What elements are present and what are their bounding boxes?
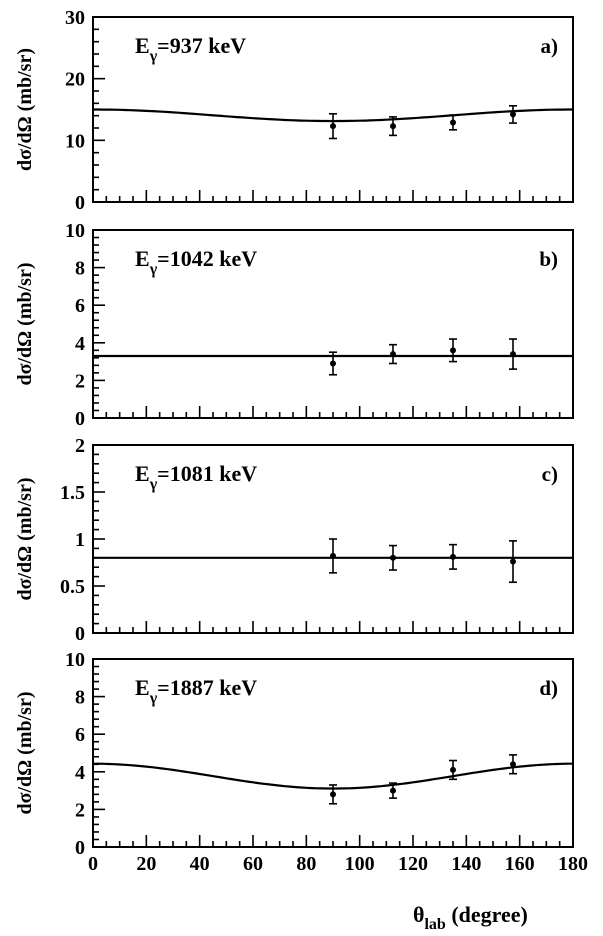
data-point bbox=[330, 552, 336, 559]
x-tick-label: 180 bbox=[558, 853, 588, 875]
energy-label-main: E bbox=[135, 33, 150, 58]
data-point bbox=[390, 351, 396, 358]
energy-label-value: =937 keV bbox=[157, 33, 246, 58]
x-tick-label: 160 bbox=[505, 853, 535, 875]
energy-label-value: =1887 keV bbox=[157, 675, 257, 700]
y-tick-label: 0 bbox=[75, 192, 85, 214]
y-tick-label: 6 bbox=[75, 724, 85, 746]
panel-a: 0 10 20 30 dσ/dΩ (mb/sr) Eγ=937 keV a) bbox=[14, 7, 574, 214]
data-point bbox=[390, 787, 396, 794]
y-tick-label: 20 bbox=[65, 69, 85, 91]
panel-c: 0 0.5 1 1.5 2 dσ/dΩ (mb/sr) Eγ=1081 keV c) bbox=[14, 435, 574, 645]
y-axis-label: dσ/dΩ (mb/sr) bbox=[14, 691, 36, 814]
x-tick-label: 100 bbox=[345, 853, 375, 875]
y-tick-label: 0 bbox=[75, 623, 85, 645]
x-tick-label: 120 bbox=[398, 853, 428, 875]
energy-label-sub: γ bbox=[149, 476, 158, 493]
x-tick-label: 0 bbox=[88, 853, 98, 875]
x-axis-tick-labels: 0 20 40 60 80 100 120 140 160 180 bbox=[88, 853, 588, 875]
y-tick-label: 1.5 bbox=[60, 482, 85, 504]
x-tick-label: 80 bbox=[296, 853, 316, 875]
data-point bbox=[450, 553, 456, 560]
x-axis-label-main: θ bbox=[413, 902, 424, 927]
y-tick-label: 0 bbox=[75, 837, 85, 859]
x-axis-label-rest: (degree) bbox=[446, 902, 528, 927]
data-point bbox=[390, 554, 396, 561]
x-tick-label: 20 bbox=[136, 853, 156, 875]
energy-label: Eγ=937 keV bbox=[135, 33, 246, 65]
y-axis-label: dσ/dΩ (mb/sr) bbox=[14, 48, 36, 171]
y-tick-label: 4 bbox=[75, 762, 85, 784]
data-point bbox=[330, 360, 336, 367]
energy-label: Eγ=1081 keV bbox=[135, 461, 257, 493]
panel-d: 0 2 4 6 8 10 dσ/dΩ (mb/sr) Eγ=1887 keV d) bbox=[14, 649, 574, 859]
energy-label-sub: γ bbox=[149, 48, 158, 65]
y-tick-label: 6 bbox=[75, 295, 85, 317]
y-tick-label: 8 bbox=[75, 258, 85, 280]
data-point bbox=[450, 766, 456, 773]
x-tick-label: 40 bbox=[190, 853, 210, 875]
panel-letter: a) bbox=[541, 34, 559, 58]
data-point bbox=[510, 761, 516, 768]
y-tick-label: 10 bbox=[65, 649, 85, 671]
data-point bbox=[450, 119, 456, 126]
y-tick-label: 10 bbox=[65, 130, 85, 152]
x-tick-label: 60 bbox=[243, 853, 263, 875]
y-axis-label: dσ/dΩ (mb/sr) bbox=[14, 477, 36, 600]
energy-label-value: =1081 keV bbox=[157, 461, 257, 486]
panel-letter: c) bbox=[542, 462, 558, 486]
data-point bbox=[510, 111, 516, 118]
y-tick-label: 4 bbox=[75, 333, 85, 355]
data-point bbox=[450, 347, 456, 354]
energy-label-main: E bbox=[135, 246, 150, 271]
y-tick-label: 10 bbox=[65, 220, 85, 242]
energy-label-main: E bbox=[135, 675, 150, 700]
y-tick-label: 30 bbox=[65, 7, 85, 29]
y-tick-label: 0 bbox=[75, 408, 85, 430]
energy-label: Eγ=1887 keV bbox=[135, 675, 257, 707]
y-tick-label: 2 bbox=[75, 370, 85, 392]
energy-label-main: E bbox=[135, 461, 150, 486]
energy-label: Eγ=1042 keV bbox=[135, 246, 257, 278]
panel-letter: b) bbox=[539, 247, 558, 271]
y-tick-label: 2 bbox=[75, 435, 85, 457]
data-point bbox=[390, 123, 396, 130]
y-tick-label: 8 bbox=[75, 687, 85, 709]
y-tick-label: 2 bbox=[75, 799, 85, 821]
y-tick-label: 1 bbox=[75, 529, 85, 551]
energy-label-sub: γ bbox=[149, 261, 158, 278]
x-tick-label: 140 bbox=[451, 853, 481, 875]
data-point bbox=[510, 351, 516, 358]
panel-b: 0 2 4 6 8 10 dσ/dΩ (mb/sr) Eγ=1042 keV b) bbox=[14, 220, 574, 430]
data-point bbox=[330, 123, 336, 130]
energy-label-sub: γ bbox=[149, 690, 158, 707]
x-axis-label: θlab (degree) bbox=[413, 902, 528, 933]
y-tick-label: 0.5 bbox=[60, 576, 85, 598]
data-point bbox=[330, 791, 336, 798]
x-axis-label-sub: lab bbox=[424, 916, 445, 933]
data-point bbox=[510, 558, 516, 565]
y-axis-label: dσ/dΩ (mb/sr) bbox=[14, 262, 36, 385]
panel-letter: d) bbox=[539, 676, 558, 700]
energy-label-value: =1042 keV bbox=[157, 246, 257, 271]
